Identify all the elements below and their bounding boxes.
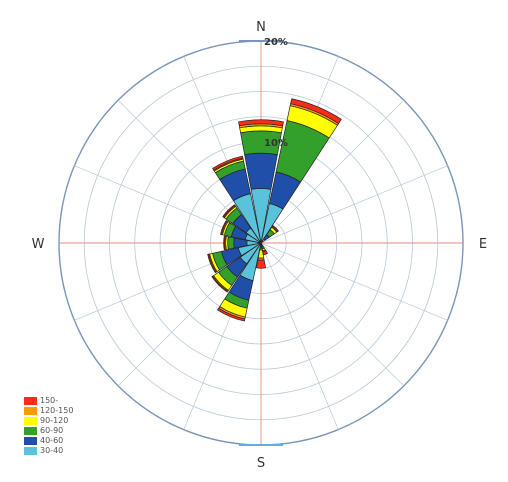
ring-label-10pct: 10% [264, 138, 288, 149]
grid-spoke [260, 99, 405, 244]
petal-N-40-60 [244, 152, 278, 190]
compass-label-e: E [479, 237, 487, 252]
petal-SSW-150- [217, 307, 246, 322]
legend-item: 40-60 [24, 436, 84, 446]
compass-label-n: N [256, 20, 266, 35]
legend-swatch [24, 397, 37, 405]
petal-NNE-150- [290, 98, 342, 124]
grid-spoke [260, 165, 448, 244]
legend-label: 150- [40, 396, 59, 405]
legend-label: 120-150 [40, 406, 74, 415]
wind-petals [207, 98, 342, 322]
legend-item: 120-150 [24, 406, 84, 416]
legend-swatch [24, 417, 37, 425]
legend-label: 30-40 [40, 446, 64, 455]
petal-W-150- [223, 235, 226, 251]
petal-S-150- [256, 259, 266, 269]
compass-label-w: W [32, 237, 45, 252]
petal-WNW-150- [220, 220, 228, 235]
legend-item: 30-40 [24, 446, 84, 456]
legend-label: 90-120 [40, 416, 69, 425]
legend-item: 60-90 [24, 426, 84, 436]
legend-item: 150- [24, 396, 84, 406]
petal-NW-150- [222, 204, 236, 218]
grid-spoke [260, 242, 405, 387]
petal-WSW-150- [207, 253, 217, 274]
legend-label: 60-90 [40, 426, 64, 435]
legend-swatch [24, 447, 37, 455]
ring-label-20pct: 20% [264, 37, 288, 48]
legend-swatch [24, 437, 37, 445]
petal-SW-150- [211, 275, 229, 293]
petal-NNW-150- [212, 155, 244, 171]
petal-W-60-90 [227, 236, 235, 250]
speed-legend: 150- 120-150 90-120 60-90 40-60 30-40 [24, 396, 84, 456]
legend-swatch [24, 407, 37, 415]
legend-label: 40-60 [40, 436, 64, 445]
compass-label-s: S [257, 456, 265, 471]
petal-N-150- [238, 119, 284, 127]
petal-NE-150- [272, 225, 279, 232]
grid-spoke [260, 242, 448, 321]
chart-labels: N E S W 10% 20% [32, 20, 488, 471]
legend-item: 90-120 [24, 416, 84, 426]
legend-swatch [24, 427, 37, 435]
grid-spoke [260, 242, 339, 430]
